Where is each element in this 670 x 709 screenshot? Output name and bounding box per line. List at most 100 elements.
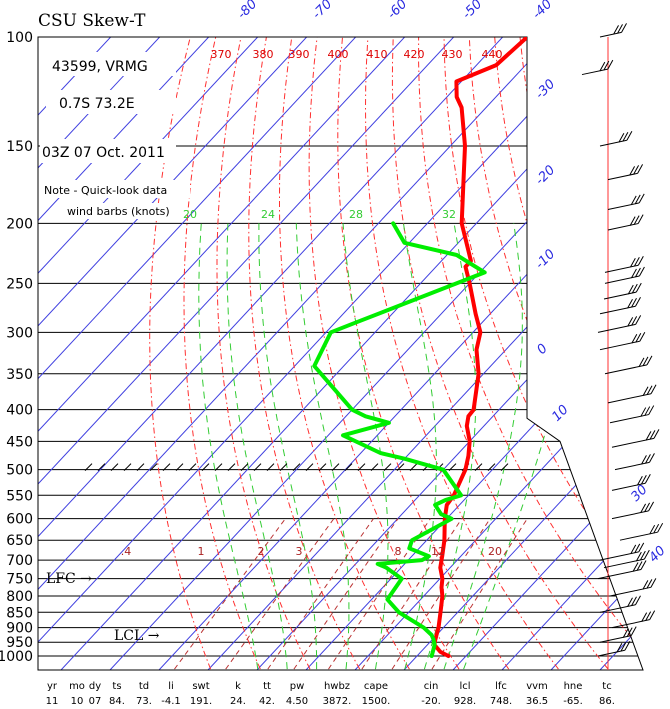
- wind-barb-feather: [633, 165, 640, 175]
- pressure-tick-label: 1000: [0, 649, 33, 665]
- pressure-tick-label: 350: [6, 367, 33, 383]
- moist-adiabat-line: [226, 223, 288, 670]
- mixing-ratio-line: [328, 518, 431, 670]
- index-header: tc: [602, 681, 611, 692]
- theta-label: 420: [404, 48, 425, 61]
- isotherm-line: [38, 37, 274, 670]
- hatch-mark: [188, 463, 197, 472]
- wind-barb-feather: [635, 297, 641, 307]
- dry-adiabat-line: [183, 37, 261, 670]
- wind-barb-feather: [648, 405, 655, 415]
- wind-barb-feather: [634, 267, 641, 278]
- index-value: 73.: [136, 696, 152, 707]
- wind-barb-staff: [607, 223, 639, 231]
- wind-barb-feather: [620, 642, 627, 652]
- wind-barb-feather: [639, 331, 646, 342]
- wind-barb-feather: [657, 522, 664, 533]
- moist-adiabat-line: [198, 223, 259, 670]
- wind-barb-feather: [638, 542, 645, 553]
- hatch-mark: [84, 463, 93, 472]
- mixing-ratio-line: [225, 518, 335, 670]
- pressure-tick-label: 850: [6, 605, 33, 621]
- wind-barb-staff: [599, 139, 628, 147]
- theta-label: 380: [253, 48, 274, 61]
- index-header: li: [168, 681, 174, 692]
- pressure-tick-label: 750: [6, 572, 33, 588]
- chart-frame: [37, 36, 644, 671]
- wind-barb-feather: [621, 23, 627, 33]
- moist-adiabat-label: 24: [261, 208, 275, 221]
- index-header: td: [139, 681, 149, 692]
- index-value: 4.50: [286, 696, 308, 707]
- hatch-mark: [448, 463, 457, 472]
- hatch-mark: [149, 463, 158, 472]
- mixing-ratio-label: 20: [488, 545, 502, 558]
- hatch-mark: [136, 463, 145, 472]
- index-header: vvm: [526, 681, 548, 692]
- isotherm-line: [38, 37, 176, 670]
- wind-barb-staff: [597, 569, 642, 580]
- wind-barb-feather: [650, 578, 657, 588]
- wind-barb-feather: [627, 317, 634, 327]
- wind-barb-feather: [642, 580, 649, 590]
- isotherm-line: [599, 37, 643, 670]
- wind-barb-feather: [627, 284, 634, 295]
- dry-adiabat-line: [149, 37, 212, 670]
- dry-adiabat-line: [647, 37, 670, 669]
- index-header: dy: [89, 681, 101, 692]
- pressure-tick-label: 550: [6, 488, 33, 504]
- theta-label: 410: [367, 48, 388, 61]
- hatch-mark: [227, 463, 236, 472]
- dry-adiabat-line: [418, 37, 643, 670]
- isotherm-label: -70: [310, 0, 336, 22]
- dry-adiabat-line: [216, 37, 311, 670]
- isotherm-line: [38, 37, 323, 670]
- wind-barb: [604, 256, 644, 273]
- wind-barb-feather: [630, 195, 637, 206]
- wind-barb-staff: [603, 291, 637, 300]
- moist-adiabat-line: [258, 223, 318, 670]
- dry-adiabat-line: [279, 37, 410, 670]
- lcl-label: LCL →: [114, 628, 160, 644]
- wind-barb-feather: [635, 282, 642, 293]
- index-value: -20.: [421, 696, 441, 707]
- dry-adiabat-line: [621, 37, 643, 670]
- wind-barb-feather: [639, 550, 646, 561]
- isotherm-label: 0: [534, 341, 550, 357]
- theta-label: 400: [328, 48, 349, 61]
- wind-barb-feather: [613, 25, 619, 35]
- index-value: 36.5: [526, 696, 548, 707]
- wind-barb: [611, 429, 660, 448]
- hatch-mark: [214, 463, 223, 472]
- wind-barb-feather: [638, 193, 645, 204]
- wind-barb-staff: [597, 323, 636, 333]
- hatch-mark: [500, 463, 509, 472]
- pressure-tick-label: 200: [6, 216, 33, 232]
- hatch-mark: [487, 463, 496, 472]
- dry-adiabat-line: [468, 37, 643, 670]
- index-header: yr: [47, 681, 58, 692]
- wind-barb: [611, 474, 651, 491]
- isotherm-line: [38, 37, 470, 670]
- wind-barb-feather: [636, 476, 643, 486]
- hatch-mark: [201, 463, 210, 472]
- pressure-tick-label: 800: [6, 589, 33, 605]
- index-value: 191.: [190, 696, 212, 707]
- wind-barb-feather: [638, 357, 645, 368]
- wind-barb: [619, 522, 664, 541]
- hatch-mark: [266, 463, 275, 472]
- wind-barb-feather: [629, 216, 636, 226]
- wind-barb: [607, 384, 657, 404]
- dry-adiabat-line: [337, 37, 510, 670]
- pressure-tick-label: 150: [6, 139, 33, 155]
- moist-adiabat-label: 32: [442, 208, 456, 221]
- wind-barb-feather: [632, 562, 639, 572]
- wind-barb-feather: [646, 355, 653, 366]
- wind-barb-staff: [604, 275, 640, 284]
- isotherm-line: [452, 37, 643, 670]
- wind-barb: [599, 542, 645, 561]
- wind-barb: [599, 626, 637, 643]
- wind-barb-staff: [599, 31, 622, 38]
- mixing-ratio-line: [174, 518, 286, 670]
